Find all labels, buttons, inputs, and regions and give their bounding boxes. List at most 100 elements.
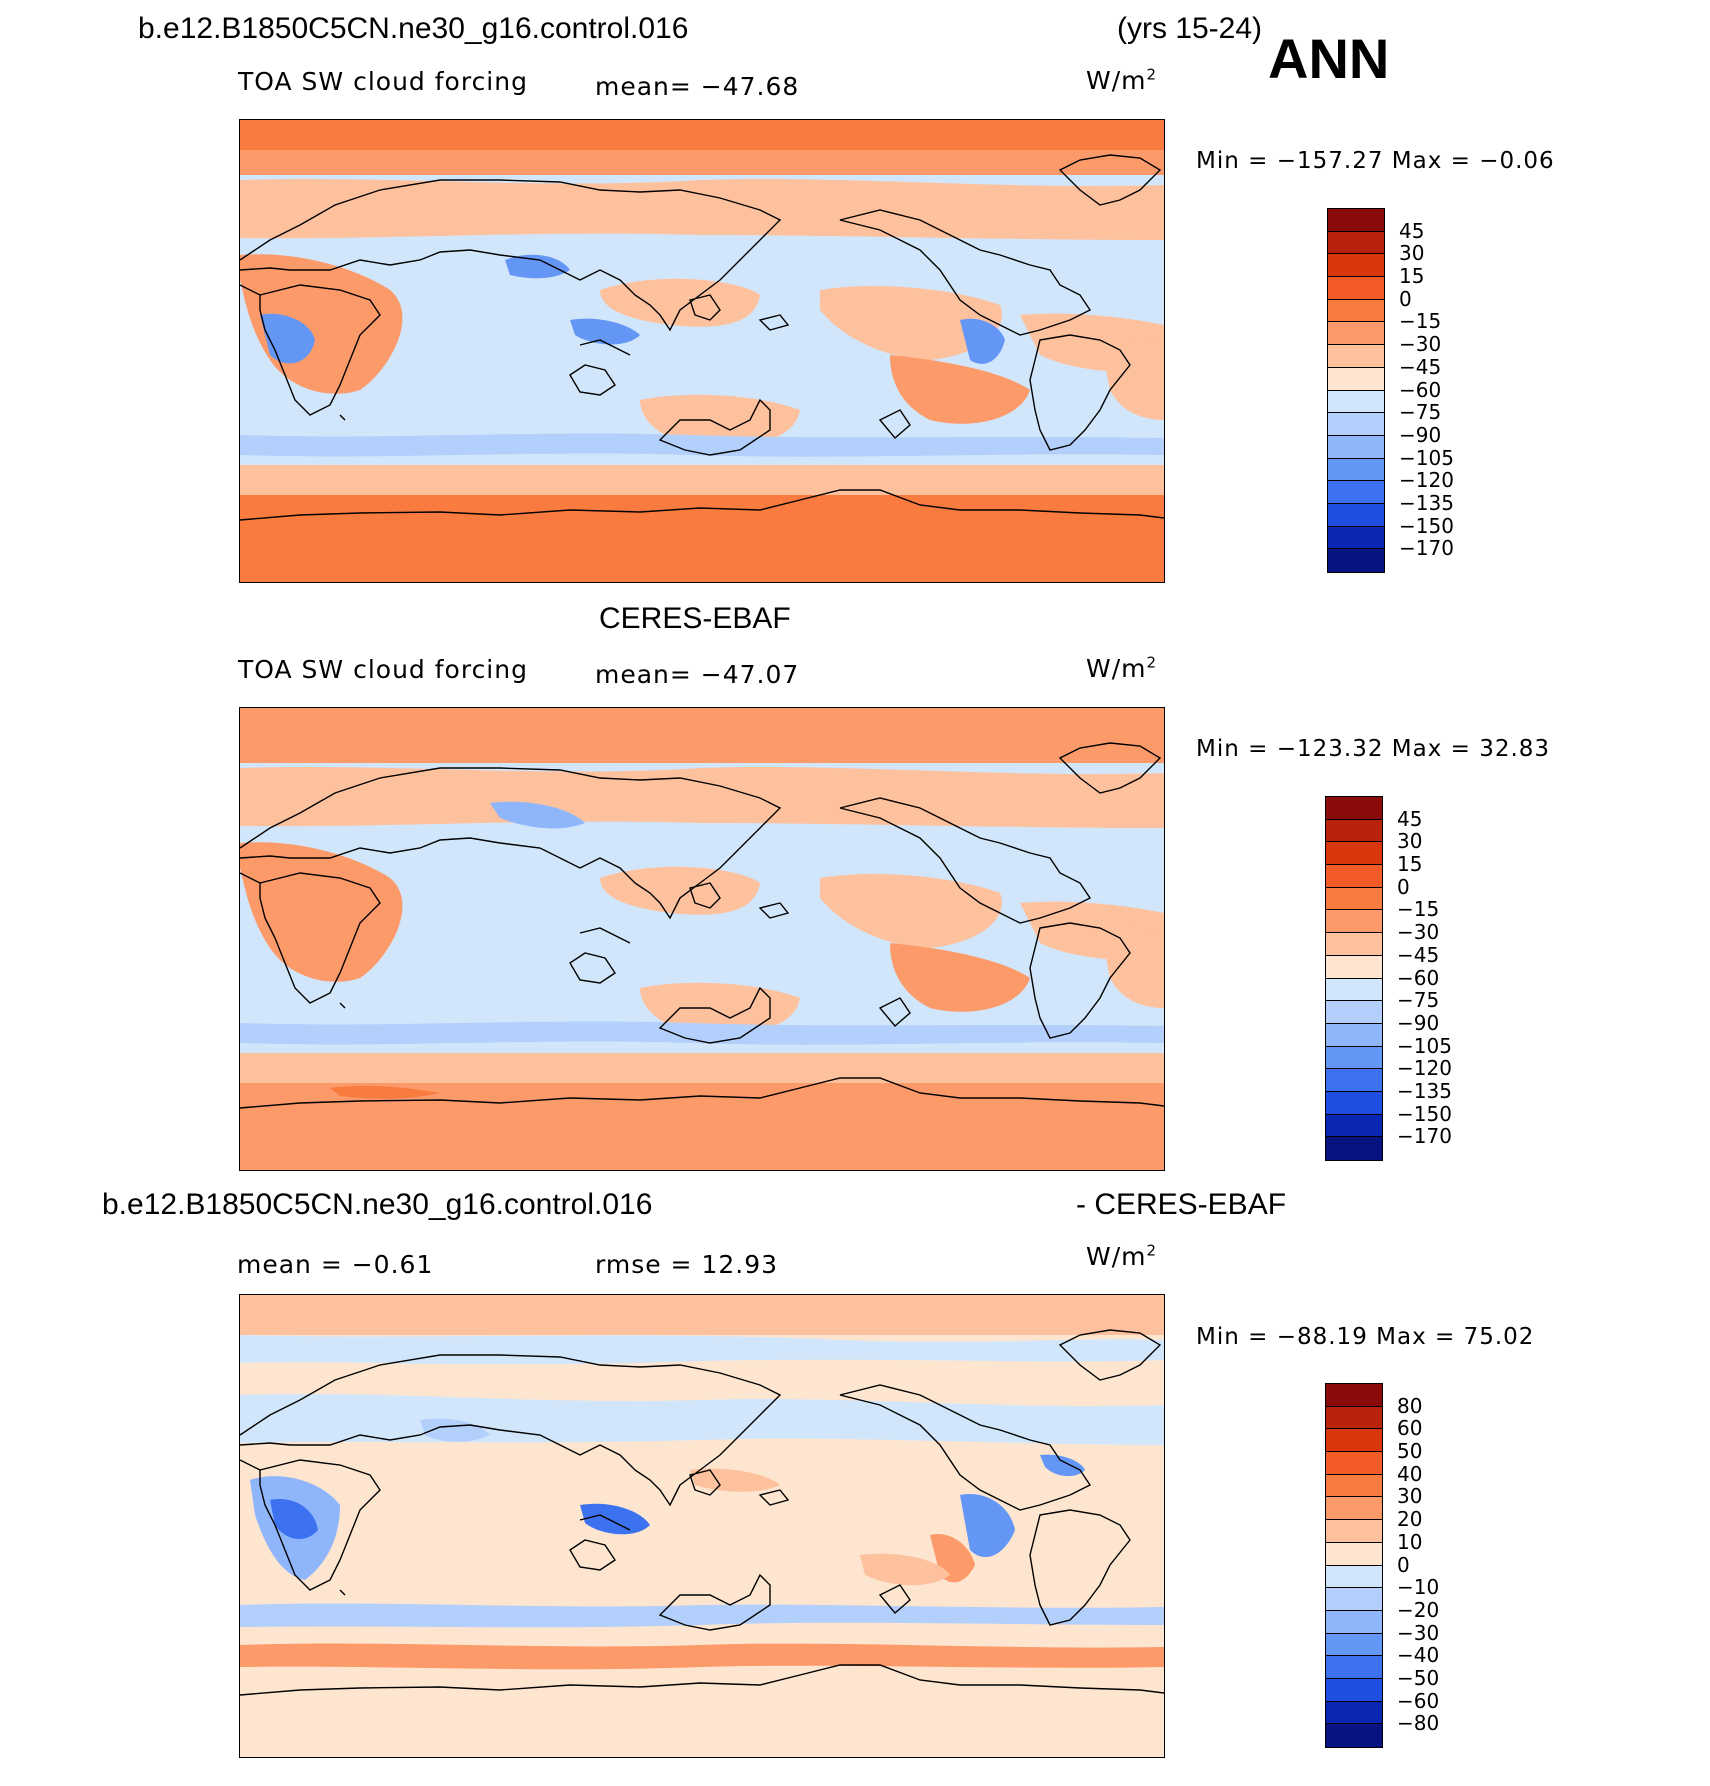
colorbar-swatch <box>1326 1588 1382 1611</box>
colorbar-label: 15 <box>1399 264 1425 289</box>
colorbar-label: −50 <box>1397 1665 1440 1690</box>
colorbar-label: −90 <box>1397 1010 1440 1035</box>
coastline <box>240 1354 782 1507</box>
panel1-colorbar <box>1327 208 1385 573</box>
contour-region <box>420 1418 490 1442</box>
contour-region <box>820 873 1002 948</box>
coastline <box>569 952 616 984</box>
colorbar-label: −135 <box>1399 490 1454 515</box>
coastline <box>339 1589 346 1596</box>
colorbar-swatch <box>1326 1384 1382 1407</box>
colorbar-label: −75 <box>1397 988 1440 1013</box>
coastline <box>689 882 721 909</box>
coastline <box>240 284 261 296</box>
colorbar-swatch <box>1326 1701 1382 1725</box>
colorbar-swatch <box>1326 1001 1382 1024</box>
coastline <box>878 409 911 439</box>
coastline <box>758 314 790 331</box>
coastline <box>878 997 911 1027</box>
contour-region <box>505 254 570 279</box>
colorbar-label: 10 <box>1397 1529 1423 1554</box>
colorbar-swatch <box>1326 910 1382 934</box>
colorbar-label: 50 <box>1397 1439 1423 1464</box>
coastline <box>569 364 616 396</box>
coastline <box>658 1573 771 1631</box>
panel3-map <box>239 1294 1165 1758</box>
colorbar-swatch <box>1328 345 1384 368</box>
panel3-title-right: - CERES-EBAF <box>1076 1188 1287 1221</box>
coastline <box>240 1459 261 1471</box>
colorbar-swatch <box>1328 367 1384 391</box>
colorbar-label: −150 <box>1399 513 1454 538</box>
coastline <box>878 1584 911 1614</box>
colorbar-swatch <box>1328 299 1384 323</box>
colorbar-label: 45 <box>1399 218 1425 243</box>
colorbar-label: 30 <box>1399 241 1425 266</box>
colorbar-label: −60 <box>1397 965 1440 990</box>
contour-region <box>240 842 403 982</box>
coastline <box>240 489 1164 521</box>
contour-region <box>240 178 1164 240</box>
colorbar-label: −40 <box>1397 1643 1440 1668</box>
colorbar-label: 20 <box>1397 1507 1423 1532</box>
colorbar-label: −45 <box>1399 354 1442 379</box>
panel2-minmax: Min = −123.32 Max = 32.83 <box>1196 736 1551 762</box>
colorbar-label: −15 <box>1399 309 1442 334</box>
contour-region <box>240 1643 1164 1670</box>
coastline <box>1058 742 1162 794</box>
panel2-title: CERES-EBAF <box>599 602 791 635</box>
colorbar-label: 0 <box>1397 874 1410 899</box>
colorbar-label: −105 <box>1397 1033 1452 1058</box>
colorbar-swatch <box>1328 549 1384 572</box>
colorbar-swatch <box>1326 1069 1382 1092</box>
case-title: b.e12.B1850C5CN.ne30_g16.control.016 <box>138 12 689 45</box>
contour-region <box>570 318 640 345</box>
coastline <box>259 284 381 416</box>
colorbar-swatch <box>1328 503 1384 527</box>
contour-region <box>240 738 1164 763</box>
contour-region <box>240 708 1164 738</box>
contour-region <box>270 1499 318 1540</box>
contour-region <box>240 766 1164 828</box>
panel1-mean-label: mean= −47.68 <box>595 72 800 101</box>
colorbar-swatch <box>1326 797 1382 820</box>
contour-region <box>240 1295 1164 1335</box>
coastline <box>1029 1509 1131 1626</box>
coastline <box>839 1384 1092 1511</box>
contour-region <box>240 1021 1164 1045</box>
colorbar-swatch <box>1326 1046 1382 1070</box>
coastline <box>1058 1329 1162 1381</box>
colorbar-label: 80 <box>1397 1393 1423 1418</box>
coastline <box>579 1514 631 1531</box>
colorbar-label: −30 <box>1397 1620 1440 1645</box>
panel3-mean-label: mean = −0.61 <box>237 1250 434 1279</box>
contour-region <box>240 1083 1164 1170</box>
colorbar-label: −60 <box>1399 377 1442 402</box>
colorbar-swatch <box>1326 1406 1382 1430</box>
contour-region <box>240 1335 1164 1365</box>
coastline <box>579 339 631 356</box>
contour-region <box>640 394 800 447</box>
colorbar-label: 0 <box>1397 1552 1410 1577</box>
panel3-map-svg <box>240 1295 1164 1757</box>
colorbar-swatch <box>1326 865 1382 888</box>
season-label: ANN <box>1268 27 1390 90</box>
colorbar-swatch <box>1326 1678 1382 1702</box>
coastline <box>259 1459 381 1591</box>
coastline <box>240 1077 1164 1109</box>
colorbar-label: 30 <box>1397 1484 1423 1509</box>
panel1-field-label: TOA SW cloud forcing <box>238 67 528 96</box>
coastline <box>240 872 261 884</box>
colorbar-swatch <box>1328 481 1384 504</box>
colorbar-swatch <box>1326 1610 1382 1634</box>
colorbar-swatch <box>1328 435 1384 459</box>
colorbar-swatch <box>1326 1452 1382 1475</box>
coastline <box>240 1664 1164 1696</box>
contour-region <box>960 318 1005 364</box>
coastline <box>1058 154 1162 206</box>
colorbar-label: 15 <box>1397 852 1423 877</box>
coastline <box>259 872 381 1004</box>
colorbar-swatch <box>1326 978 1382 1002</box>
coastline <box>839 797 1092 924</box>
contour-region <box>240 1053 1164 1083</box>
